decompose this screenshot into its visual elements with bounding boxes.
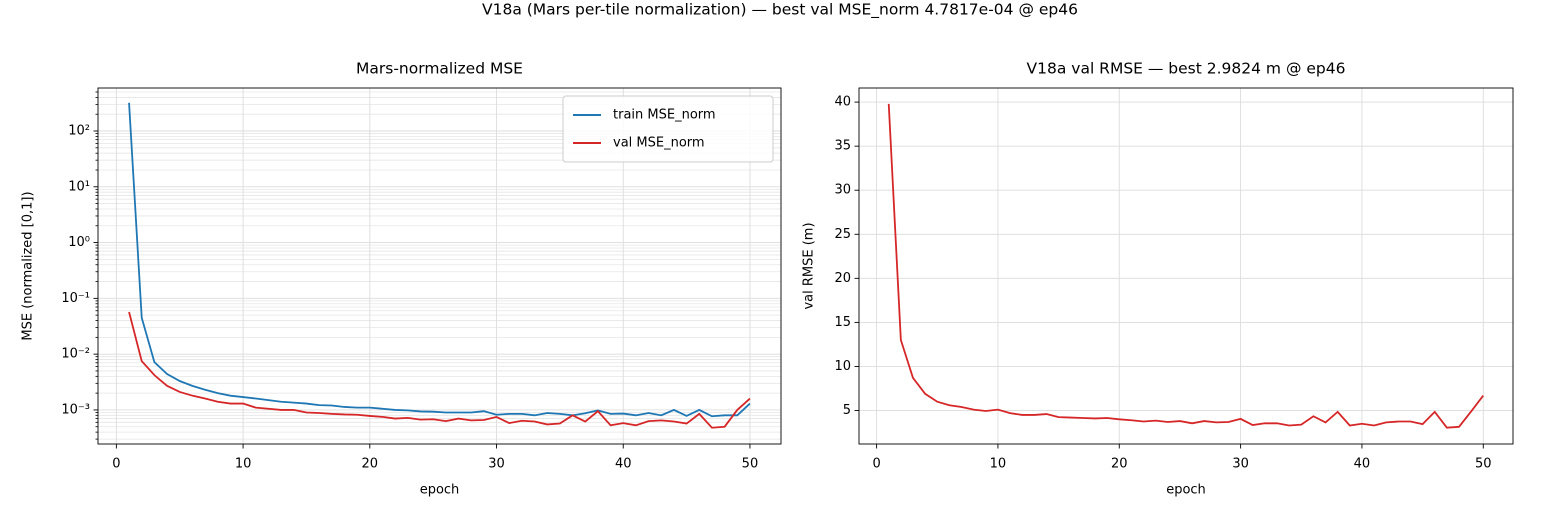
axes-title: V18a val RMSE — best 2.9824 m @ ep46 (1027, 60, 1346, 78)
y-tick-label: 20 (834, 271, 851, 286)
x-tick-label: 20 (1111, 457, 1128, 472)
x-tick-label: 10 (990, 457, 1007, 472)
y-tick-label: 10⁰ (68, 235, 90, 250)
y-tick-label: 10 (834, 359, 851, 374)
x-tick-label: 50 (1475, 457, 1492, 472)
legend-label: train MSE_norm (613, 108, 716, 123)
x-tick-label: 0 (872, 457, 880, 472)
x-tick-label: 50 (742, 457, 759, 472)
y-tick-label: 10¹ (68, 179, 90, 194)
y-tick-label: 40 (834, 95, 851, 110)
x-tick-label: 0 (112, 457, 120, 472)
x-tick-label: 30 (1232, 457, 1249, 472)
y-axis-label: MSE (normalized [0,1]) (21, 191, 36, 340)
axes-title: Mars-normalized MSE (356, 60, 523, 78)
x-tick-label: 20 (362, 457, 379, 472)
x-axis-label: epoch (420, 483, 460, 498)
figure-title: V18a (Mars per-tile normalization) — bes… (482, 1, 1078, 20)
x-tick-label: 40 (1354, 457, 1371, 472)
y-tick-label: 25 (834, 227, 851, 242)
axes-frame (97, 87, 782, 445)
legend-box (562, 95, 774, 163)
y-tick-label: 15 (834, 315, 851, 330)
y-tick-label: 10⁻¹ (61, 291, 90, 306)
y-tick-label: 35 (834, 139, 851, 154)
data-line (128, 311, 751, 429)
data-line (887, 103, 1484, 429)
x-tick-label: 40 (615, 457, 632, 472)
axes-frame (858, 87, 1514, 445)
y-axis-label: val RMSE (m) (802, 222, 817, 309)
y-tick-label: 5 (843, 403, 851, 418)
y-tick-label: 10⁻² (61, 347, 90, 362)
y-tick-label: 10² (68, 124, 90, 139)
x-tick-label: 10 (235, 457, 252, 472)
legend-label: val MSE_norm (613, 136, 705, 151)
data-line (128, 102, 751, 418)
x-tick-label: 30 (488, 457, 505, 472)
x-axis-label: epoch (1166, 483, 1206, 498)
y-tick-label: 10⁻³ (61, 402, 90, 417)
y-tick-label: 30 (834, 183, 851, 198)
